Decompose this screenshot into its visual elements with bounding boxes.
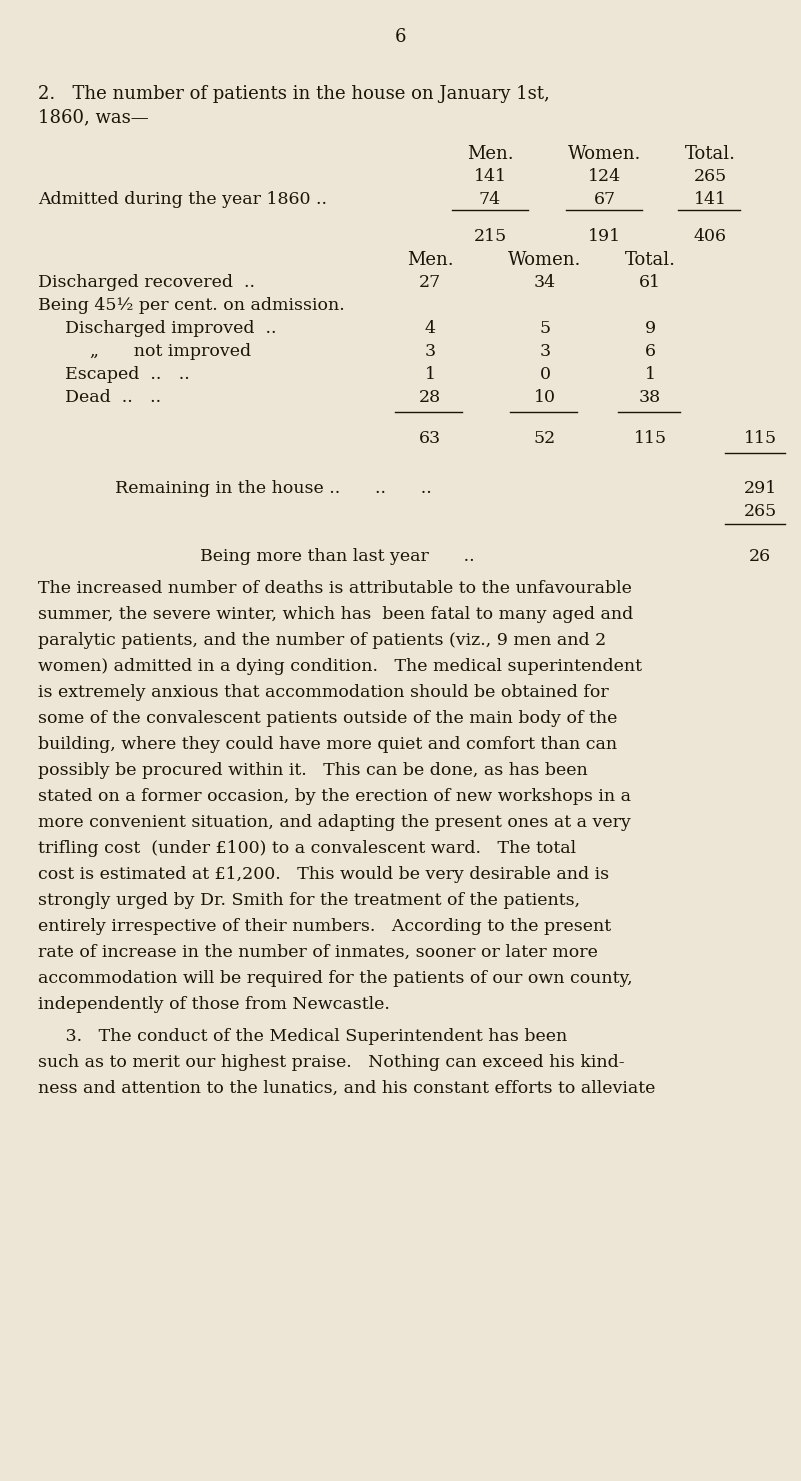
Text: Women.: Women. [509, 250, 582, 270]
Text: 0: 0 [540, 366, 550, 384]
Text: 10: 10 [534, 390, 556, 406]
Text: Discharged improved  ..: Discharged improved .. [65, 320, 276, 338]
Text: Total.: Total. [685, 145, 735, 163]
Text: 191: 191 [589, 228, 622, 244]
Text: 67: 67 [594, 191, 616, 207]
Text: Total.: Total. [625, 250, 675, 270]
Text: accommodation will be required for the patients of our own county,: accommodation will be required for the p… [38, 970, 633, 986]
Text: 291: 291 [743, 480, 777, 498]
Text: 6: 6 [645, 344, 655, 360]
Text: 3: 3 [539, 344, 550, 360]
Text: 3: 3 [425, 344, 436, 360]
Text: Discharged recovered  ..: Discharged recovered .. [38, 274, 255, 290]
Text: 28: 28 [419, 390, 441, 406]
Text: 4: 4 [425, 320, 436, 338]
Text: entirely irrespective of their numbers.   According to the present: entirely irrespective of their numbers. … [38, 918, 611, 935]
Text: rate of increase in the number of inmates, sooner or later more: rate of increase in the number of inmate… [38, 943, 598, 961]
Text: independently of those from Newcastle.: independently of those from Newcastle. [38, 997, 390, 1013]
Text: 34: 34 [534, 274, 556, 290]
Text: possibly be procured within it.   This can be done, as has been: possibly be procured within it. This can… [38, 763, 588, 779]
Text: is extremely anxious that accommodation should be obtained for: is extremely anxious that accommodation … [38, 684, 609, 701]
Text: 38: 38 [639, 390, 661, 406]
Text: 52: 52 [534, 429, 556, 447]
Text: Remaining in the house ..  ..  ..: Remaining in the house .. .. .. [115, 480, 432, 498]
Text: cost is estimated at £1,200.   This would be very desirable and is: cost is estimated at £1,200. This would … [38, 866, 609, 883]
Text: Being 45½ per cent. on admission.: Being 45½ per cent. on admission. [38, 298, 344, 314]
Text: Being more than last year  ..: Being more than last year .. [200, 548, 475, 564]
Text: 3.   The conduct of the Medical Superintendent has been: 3. The conduct of the Medical Superinten… [38, 1028, 567, 1046]
Text: women) admitted in a dying condition.   The medical superintendent: women) admitted in a dying condition. Th… [38, 658, 642, 675]
Text: 141: 141 [694, 191, 727, 207]
Text: 26: 26 [749, 548, 771, 564]
Text: 265: 265 [694, 167, 727, 185]
Text: Men.: Men. [407, 250, 453, 270]
Text: 9: 9 [645, 320, 655, 338]
Text: ness and attention to the lunatics, and his constant efforts to alleviate: ness and attention to the lunatics, and … [38, 1080, 655, 1097]
Text: 115: 115 [743, 429, 776, 447]
Text: such as to merit our highest praise.   Nothing can exceed his kind-: such as to merit our highest praise. Not… [38, 1054, 625, 1071]
Text: Dead  .. ..: Dead .. .. [65, 390, 161, 406]
Text: 5: 5 [539, 320, 550, 338]
Text: Women.: Women. [569, 145, 642, 163]
Text: 1: 1 [645, 366, 655, 384]
Text: Men.: Men. [467, 145, 513, 163]
Text: Escaped  .. ..: Escaped .. .. [65, 366, 190, 384]
Text: 406: 406 [694, 228, 727, 244]
Text: Admitted during the year 1860 ..: Admitted during the year 1860 .. [38, 191, 327, 207]
Text: 265: 265 [743, 504, 777, 520]
Text: 27: 27 [419, 274, 441, 290]
Text: „  not improved: „ not improved [90, 344, 252, 360]
Text: strongly urged by Dr. Smith for the treatment of the patients,: strongly urged by Dr. Smith for the trea… [38, 892, 580, 909]
Text: 124: 124 [589, 167, 622, 185]
Text: 1860, was—: 1860, was— [38, 108, 149, 126]
Text: 6: 6 [395, 28, 406, 46]
Text: 1: 1 [425, 366, 436, 384]
Text: 2.   The number of patients in the house on January 1st,: 2. The number of patients in the house o… [38, 84, 549, 104]
Text: some of the convalescent patients outside of the main body of the: some of the convalescent patients outsid… [38, 709, 618, 727]
Text: trifling cost  (under £100) to a convalescent ward.   The total: trifling cost (under £100) to a convales… [38, 840, 576, 857]
Text: more convenient situation, and adapting the present ones at a very: more convenient situation, and adapting … [38, 815, 631, 831]
Text: 141: 141 [473, 167, 506, 185]
Text: summer, the severe winter, which has  been fatal to many aged and: summer, the severe winter, which has bee… [38, 606, 634, 624]
Text: 63: 63 [419, 429, 441, 447]
Text: The increased number of deaths is attributable to the unfavourable: The increased number of deaths is attrib… [38, 581, 632, 597]
Text: paralytic patients, and the number of patients (viz., 9 men and 2: paralytic patients, and the number of pa… [38, 632, 606, 649]
Text: stated on a former occasion, by the erection of new workshops in a: stated on a former occasion, by the erec… [38, 788, 631, 806]
Text: 61: 61 [639, 274, 661, 290]
Text: 74: 74 [479, 191, 501, 207]
Text: building, where they could have more quiet and comfort than can: building, where they could have more qui… [38, 736, 617, 752]
Text: 115: 115 [634, 429, 666, 447]
Text: 215: 215 [473, 228, 506, 244]
